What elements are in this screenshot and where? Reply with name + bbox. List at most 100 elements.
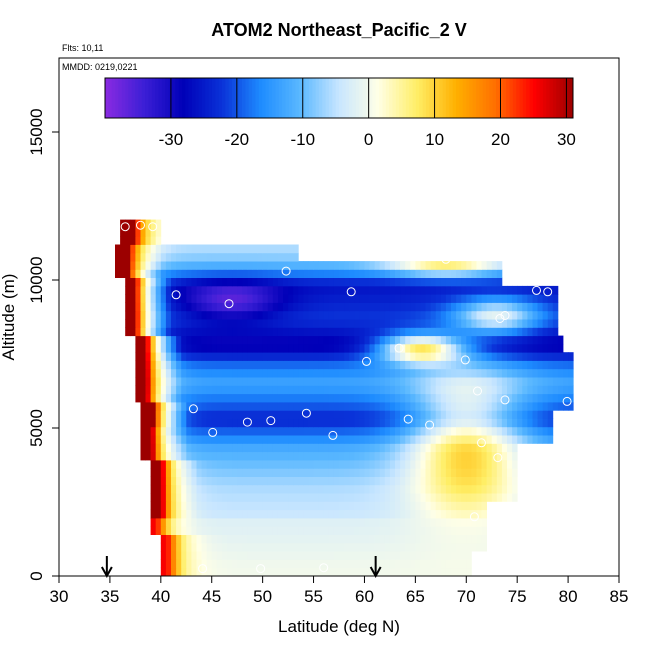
heatmap-cell bbox=[389, 352, 396, 361]
heatmap-cell bbox=[288, 443, 294, 453]
heatmap-cell bbox=[196, 277, 202, 287]
heatmap-cell bbox=[456, 451, 462, 461]
heatmap-cell bbox=[537, 310, 543, 320]
heatmap-cell bbox=[486, 327, 493, 337]
heatmap-cell bbox=[400, 526, 406, 535]
heatmap-cell bbox=[140, 327, 146, 337]
heatmap-cell bbox=[557, 368, 564, 378]
heatmap-cell bbox=[415, 476, 421, 486]
heatmap-cell bbox=[328, 476, 335, 486]
heatmap-cell bbox=[359, 509, 365, 519]
heatmap-cell bbox=[181, 509, 187, 519]
heatmap-cell bbox=[155, 244, 162, 254]
heatmap-cell bbox=[211, 285, 218, 295]
colorbar-cell bbox=[569, 78, 574, 118]
heatmap-cell bbox=[171, 426, 177, 436]
heatmap-cell bbox=[328, 493, 335, 502]
heatmap-cell bbox=[313, 426, 319, 436]
heatmap-cell bbox=[216, 261, 223, 270]
heatmap-cell bbox=[440, 542, 447, 552]
heatmap-cell bbox=[359, 285, 365, 295]
heatmap-cell bbox=[145, 360, 151, 370]
heatmap-cell bbox=[293, 261, 299, 270]
observation-point bbox=[500, 395, 510, 405]
colorbar-cell bbox=[442, 78, 447, 118]
heatmap-cell bbox=[379, 335, 386, 345]
heatmap-cell bbox=[344, 418, 350, 428]
heatmap-cell bbox=[491, 261, 498, 270]
heatmap-cell bbox=[252, 460, 258, 469]
heatmap-cell bbox=[379, 368, 386, 378]
heatmap-cell bbox=[298, 319, 304, 328]
observation-point bbox=[256, 564, 266, 574]
heatmap-cell bbox=[313, 493, 319, 502]
heatmap-cell bbox=[318, 534, 325, 544]
heatmap-cell bbox=[196, 310, 202, 320]
heatmap-cell bbox=[211, 551, 218, 560]
heatmap-cell bbox=[252, 352, 258, 361]
heatmap-cell bbox=[445, 410, 452, 419]
heatmap-cell bbox=[196, 302, 202, 312]
heatmap-cell bbox=[288, 327, 294, 337]
heatmap-cell bbox=[165, 501, 172, 511]
heatmap-cell bbox=[247, 542, 253, 552]
heatmap-cell bbox=[277, 269, 284, 278]
heatmap-cell bbox=[242, 418, 248, 428]
heatmap-cell bbox=[512, 435, 518, 444]
colorbar-cell bbox=[399, 78, 403, 118]
heatmap-cell bbox=[288, 269, 294, 278]
heatmap-cell bbox=[384, 368, 391, 378]
heatmap-cell bbox=[445, 551, 452, 560]
heatmap-cell bbox=[384, 468, 391, 477]
heatmap-cell bbox=[176, 261, 182, 270]
heatmap-cell bbox=[181, 360, 187, 370]
heatmap-cell bbox=[491, 302, 498, 312]
heatmap-cell bbox=[150, 493, 157, 502]
heatmap-cell bbox=[272, 302, 279, 312]
heatmap-cell bbox=[522, 285, 528, 295]
heatmap-cell bbox=[155, 385, 162, 395]
heatmap-cell bbox=[384, 402, 391, 411]
heatmap-cell bbox=[227, 534, 233, 544]
heatmap-cell bbox=[339, 567, 345, 577]
heatmap-cell bbox=[288, 501, 294, 511]
heatmap-cell bbox=[481, 526, 487, 535]
heatmap-cell bbox=[456, 327, 462, 337]
heatmap-cell bbox=[430, 509, 437, 519]
heatmap-cell bbox=[481, 277, 487, 287]
heatmap-cell bbox=[496, 285, 503, 295]
heatmap-cell bbox=[237, 435, 243, 444]
heatmap-cell bbox=[211, 402, 218, 411]
heatmap-cell bbox=[542, 327, 549, 337]
heatmap-cell bbox=[247, 360, 253, 370]
heatmap-cell bbox=[196, 493, 202, 502]
heatmap-cell bbox=[293, 551, 299, 560]
heatmap-cell bbox=[140, 269, 146, 278]
heatmap-cell bbox=[165, 410, 172, 419]
heatmap-cell bbox=[425, 343, 431, 353]
colorbar-cell bbox=[121, 78, 126, 118]
heatmap-cell bbox=[277, 493, 284, 502]
heatmap-cell bbox=[257, 426, 263, 436]
heatmap-cell bbox=[257, 468, 263, 477]
heatmap-cell bbox=[201, 277, 207, 287]
heatmap-cell bbox=[165, 368, 172, 378]
heatmap-cell bbox=[196, 285, 202, 295]
heatmap-cell bbox=[318, 501, 325, 511]
heatmap-cell bbox=[277, 319, 284, 328]
heatmap-cell bbox=[221, 435, 228, 444]
heatmap-cell bbox=[537, 343, 543, 353]
heatmap-cell bbox=[135, 352, 141, 361]
heatmap-cell bbox=[354, 327, 360, 337]
heatmap-cell bbox=[354, 534, 360, 544]
heatmap-cell bbox=[242, 252, 248, 262]
heatmap-cell bbox=[486, 310, 493, 320]
heatmap-cell bbox=[333, 277, 340, 287]
heatmap-cell bbox=[247, 343, 253, 353]
heatmap-cell bbox=[201, 501, 207, 511]
heatmap-cell bbox=[410, 393, 416, 403]
heatmap-cell bbox=[191, 418, 197, 428]
heatmap bbox=[115, 219, 574, 577]
heatmap-cell bbox=[181, 294, 187, 303]
heatmap-cell bbox=[435, 551, 442, 560]
